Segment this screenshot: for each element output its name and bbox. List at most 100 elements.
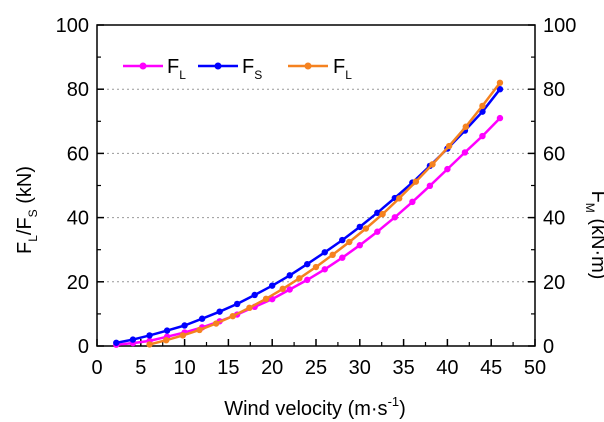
data-point-series-3 (362, 225, 370, 232)
data-point-series-1 (286, 286, 293, 293)
data-point-series-2 (146, 332, 153, 339)
data-point-series-2 (216, 308, 223, 315)
data-point-series-3 (379, 210, 386, 218)
y-left-tick-label: 60 (67, 143, 89, 165)
y-left-tick-label: 40 (67, 208, 89, 230)
y-left-end: (kN) (14, 166, 36, 209)
data-point-series-3 (163, 337, 170, 344)
data-point-series-3 (479, 102, 486, 110)
x-tick-label: 20 (261, 357, 283, 379)
x-tick-label: 30 (349, 357, 371, 379)
data-point-series-3 (179, 332, 187, 339)
y-left-tick-label: 80 (67, 79, 89, 101)
series-layer (113, 79, 504, 348)
data-point-series-2 (251, 291, 258, 299)
x-axis-title-main: Wind velocity (m·s (224, 398, 387, 420)
data-point-series-2 (163, 327, 171, 334)
data-point-series-1 (409, 198, 416, 206)
tick-labels: 0 5 10 15 20 25 30 35 40 45 5002040608010002040608… (56, 15, 577, 379)
data-point-series-2 (356, 223, 363, 231)
x-axis-title: Wind velocity (m·s-1) (224, 394, 406, 420)
y-left-tick-label: 20 (67, 272, 89, 294)
data-point-series-3 (329, 251, 336, 259)
legend-marker-1 (139, 62, 147, 70)
x-axis-title-sup: -1 (388, 394, 400, 409)
data-point-series-2 (129, 336, 137, 343)
data-point-series-2 (286, 272, 293, 279)
y-left-mid: /F (14, 217, 36, 235)
y-right-tick-label: 40 (543, 208, 565, 230)
series-line-2 (116, 88, 501, 345)
y-right-end: (kN·m) (587, 213, 604, 280)
data-point-series-1 (356, 242, 363, 249)
data-point-series-3 (396, 195, 403, 202)
data-point-series-3 (445, 142, 453, 150)
legend-label-2-sub: S (254, 68, 262, 82)
x-tick-label: 10 (173, 357, 195, 379)
data-point-series-3 (229, 312, 236, 320)
data-point-series-2 (113, 339, 120, 346)
legend-marker-3 (304, 62, 312, 70)
data-point-series-2 (321, 249, 328, 256)
x-axis-title-end: ) (399, 398, 406, 420)
data-point-series-3 (429, 161, 436, 168)
axis-ticks (96, 24, 536, 347)
data-point-series-1 (321, 266, 328, 273)
y-right-tick-label: 20 (543, 272, 565, 294)
data-point-series-3 (346, 238, 353, 246)
y-right-a: F (587, 191, 604, 203)
data-point-series-3 (279, 285, 286, 293)
y-right-a-sub: M (583, 203, 597, 213)
data-point-series-2 (374, 209, 381, 216)
data-point-series-2 (304, 260, 311, 268)
data-point-series-2 (181, 322, 188, 329)
y-right-tick-label: 100 (543, 15, 576, 37)
y-left-tick-label: 0 (78, 336, 89, 358)
legend-label-3-sub: L (345, 68, 352, 82)
legend-label-1: FL (167, 56, 186, 82)
data-point-series-2 (479, 108, 486, 115)
x-tick-label: 50 (524, 357, 546, 379)
legend: FL FS FL (123, 56, 352, 82)
y-left-b-sub: S (26, 209, 40, 217)
data-point-series-2 (198, 315, 206, 322)
y-right-tick-label: 80 (543, 79, 565, 101)
y-right-tick-label: 60 (543, 143, 565, 165)
x-tick-label: 0 (91, 357, 102, 379)
legend-marker-2 (214, 62, 222, 70)
x-tick-label: 35 (392, 357, 414, 379)
series-line-3 (149, 82, 501, 346)
data-point-series-1 (391, 214, 399, 221)
y-axis-title-left: FL/FS (kN) (14, 166, 40, 254)
x-tick-label: 40 (436, 357, 458, 379)
y-left-a-sub: L (26, 235, 40, 242)
data-point-series-1 (304, 276, 311, 284)
legend-label-3-main: F (333, 56, 345, 78)
x-tick-label: 15 (217, 357, 239, 379)
data-point-series-1 (461, 149, 469, 156)
y-axis-title-right: FM (kN·m) (583, 191, 604, 280)
data-point-series-1 (374, 228, 381, 235)
data-point-series-3 (496, 79, 504, 86)
plot-frame (96, 24, 536, 347)
legend-label-2-main: F (242, 56, 254, 78)
y-right-tick-label: 0 (543, 336, 554, 358)
data-point-series-2 (339, 236, 346, 244)
data-point-series-3 (146, 341, 153, 348)
data-point-series-1 (444, 165, 451, 173)
legend-label-1-sub: L (179, 68, 186, 82)
data-point-series-3 (296, 275, 303, 282)
data-point-series-3 (412, 178, 420, 185)
data-point-series-2 (269, 282, 276, 289)
legend-label-3: FL (333, 56, 352, 82)
legend-label-2: FS (242, 56, 262, 82)
data-point-series-2 (233, 300, 241, 308)
data-point-series-3 (212, 320, 220, 327)
data-point-series-3 (196, 326, 203, 334)
data-point-series-3 (262, 295, 270, 303)
x-tick-label: 25 (305, 357, 327, 379)
data-point-series-3 (462, 123, 469, 130)
data-point-series-2 (496, 86, 504, 93)
y-left-a: F (14, 242, 36, 254)
